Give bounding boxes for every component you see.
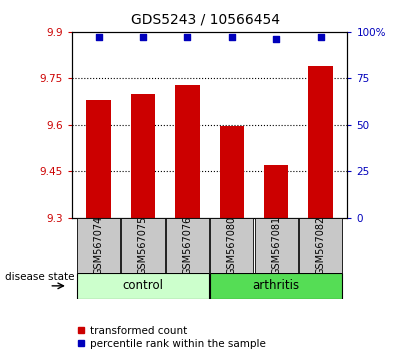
Bar <box>210 273 342 299</box>
Text: GSM567076: GSM567076 <box>182 216 192 275</box>
Point <box>273 36 279 42</box>
Bar <box>175 85 200 218</box>
Bar <box>166 218 209 273</box>
Point <box>184 35 191 40</box>
Point <box>317 35 324 40</box>
Bar <box>264 165 289 218</box>
Text: GSM567082: GSM567082 <box>316 216 326 275</box>
Text: arthritis: arthritis <box>253 279 300 292</box>
Point <box>95 35 102 40</box>
Legend: transformed count, percentile rank within the sample: transformed count, percentile rank withi… <box>77 326 266 349</box>
Bar <box>77 218 120 273</box>
Text: GSM567080: GSM567080 <box>227 216 237 275</box>
Bar <box>308 66 333 218</box>
Bar <box>131 94 155 218</box>
Text: GDS5243 / 10566454: GDS5243 / 10566454 <box>131 12 280 27</box>
Bar <box>299 218 342 273</box>
Bar <box>121 218 164 273</box>
Bar <box>255 218 298 273</box>
Bar <box>77 273 209 299</box>
Text: disease state: disease state <box>5 272 75 282</box>
Bar <box>86 100 111 218</box>
Bar <box>219 126 244 218</box>
Point <box>229 35 235 40</box>
Point <box>140 35 146 40</box>
Bar <box>210 218 253 273</box>
Text: GSM567081: GSM567081 <box>271 216 281 275</box>
Text: GSM567074: GSM567074 <box>94 216 104 275</box>
Text: GSM567075: GSM567075 <box>138 216 148 275</box>
Text: control: control <box>122 279 164 292</box>
